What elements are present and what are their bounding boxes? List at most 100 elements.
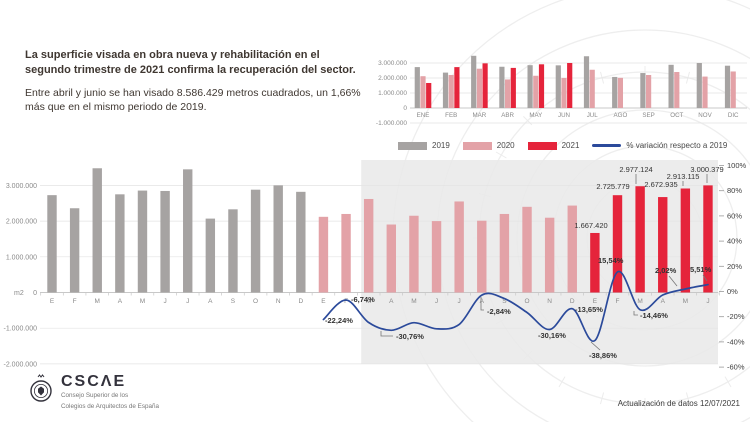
bar-2019-0: [47, 195, 57, 293]
svg-text:40%: 40%: [727, 237, 742, 246]
svg-text:-6,74%: -6,74%: [351, 295, 375, 304]
mini-bar-2019-DIC: [724, 65, 731, 108]
svg-text:3.000.000: 3.000.000: [378, 60, 407, 67]
svg-text:2.000.000: 2.000.000: [6, 219, 37, 226]
svg-text:S: S: [231, 298, 236, 305]
svg-text:A: A: [661, 298, 666, 305]
bar-2019-6: [183, 169, 193, 293]
mini-bar-2020-DIC: [730, 71, 736, 108]
legend-label-0: 2019: [432, 141, 450, 150]
mini-bar-2020-MAY: [533, 75, 539, 108]
legend-item-2: 2021: [527, 141, 580, 150]
cscae-acronym: CSCΛE: [61, 373, 127, 390]
mini-bar-2021-JUN: [567, 62, 573, 108]
bar-2021-3: [658, 197, 668, 293]
svg-text:20%: 20%: [727, 262, 742, 271]
mini-bar-2020-ENE: [420, 76, 426, 108]
mini-bar-2019-AGO: [612, 76, 618, 108]
svg-text:A: A: [118, 298, 123, 305]
svg-text:-13,65%: -13,65%: [575, 305, 603, 314]
bar-2019-11: [296, 191, 306, 293]
bar-2020-5: [431, 221, 442, 293]
bar-2020-11: [567, 205, 577, 293]
legend-item-0: 2019: [398, 141, 450, 150]
svg-text:1.000.000: 1.000.000: [378, 90, 407, 97]
svg-text:2.913.115: 2.913.115: [667, 172, 700, 181]
svg-text:2.977.124: 2.977.124: [619, 165, 652, 174]
bar-2019-8: [228, 209, 238, 293]
legend-label-2: 2021: [561, 141, 580, 150]
legend-label-1: 2020: [496, 141, 515, 150]
mini-bar-2020-MAR: [476, 68, 482, 108]
bar-2021-1: [612, 195, 623, 293]
bar-2019-4: [137, 190, 148, 293]
mini-bar-2021-MAR: [482, 63, 488, 108]
legend-swatch-0: [398, 141, 427, 150]
svg-text:MAR: MAR: [473, 112, 487, 119]
cscae-subtitle-1: Consejo Superior de los: [61, 392, 129, 399]
svg-text:E: E: [321, 298, 326, 305]
mini-bar-2020-ABR: [505, 79, 511, 108]
svg-text:F: F: [616, 298, 620, 305]
svg-text:JUL: JUL: [587, 112, 599, 119]
svg-text:ENE: ENE: [417, 112, 430, 119]
svg-text:JUN: JUN: [558, 112, 570, 119]
legend-swatch-3: [592, 144, 622, 147]
svg-text:0: 0: [403, 105, 407, 112]
mini-bar-2019-JUL: [583, 56, 590, 108]
bar-2019-5: [160, 190, 170, 293]
bar-2020-1: [341, 213, 351, 293]
svg-text:NOV: NOV: [698, 112, 712, 119]
svg-text:DIC: DIC: [728, 112, 739, 119]
svg-text:-1.000.000: -1.000.000: [376, 120, 407, 127]
svg-text:M: M: [95, 298, 100, 305]
svg-text:N: N: [547, 298, 552, 305]
svg-text:J: J: [435, 298, 438, 305]
legend-item-3: % variación respecto a 2019: [592, 141, 727, 150]
svg-text:5,51%: 5,51%: [690, 265, 712, 274]
svg-text:SEP: SEP: [642, 112, 654, 119]
svg-text:m2: m2: [14, 290, 24, 297]
svg-text:-20%: -20%: [727, 312, 745, 321]
svg-text:2,02%: 2,02%: [655, 266, 677, 275]
svg-text:N: N: [276, 298, 281, 305]
mini-bar-2019-ENE: [414, 67, 420, 108]
mini-bar-2019-SEP: [640, 73, 646, 108]
svg-text:A: A: [480, 298, 485, 305]
bar-2020-2: [363, 198, 374, 293]
legend-item-1: 2020: [462, 141, 515, 150]
svg-text:-40%: -40%: [727, 337, 745, 346]
svg-text:FEB: FEB: [445, 112, 457, 119]
intro-block: La superficie visada en obra nueva y reh…: [25, 48, 363, 115]
svg-text:J: J: [163, 298, 166, 305]
svg-text:-22,24%: -22,24%: [325, 316, 353, 325]
svg-text:M: M: [411, 298, 416, 305]
intro-body: Entre abril y junio se han visado 8.586.…: [25, 87, 361, 113]
svg-text:E: E: [50, 298, 55, 305]
svg-text:F: F: [73, 298, 77, 305]
bar-2019-10: [273, 185, 283, 293]
bar-2019-2: [92, 168, 102, 293]
mini-bar-2019-ABR: [499, 66, 505, 108]
mini-bar-2020-FEB: [448, 75, 454, 108]
svg-text:M: M: [140, 298, 145, 305]
svg-text:0: 0: [33, 290, 37, 297]
bar-2020-8: [499, 213, 510, 293]
svg-text:100%: 100%: [727, 161, 747, 170]
mini-bar-2019-FEB: [442, 72, 449, 108]
bar-2020-6: [454, 201, 464, 293]
bar-2020-0: [318, 216, 329, 293]
svg-text:2.725.779: 2.725.779: [596, 182, 629, 191]
svg-text:MAY: MAY: [529, 112, 542, 119]
pct-variation-line: [322, 271, 709, 342]
svg-text:-30,76%: -30,76%: [396, 332, 424, 341]
cscae-seal-icon: [30, 374, 52, 402]
bar-2019-3: [115, 194, 125, 293]
svg-text:-2.000.000: -2.000.000: [4, 361, 38, 368]
svg-text:M: M: [366, 298, 371, 305]
svg-text:2.672.935: 2.672.935: [644, 180, 677, 189]
svg-text:3.000.379: 3.000.379: [690, 165, 723, 174]
svg-text:1.667.420: 1.667.420: [574, 221, 607, 230]
mini-bar-2021-ABR: [510, 67, 516, 108]
bar-2020-10: [544, 217, 555, 293]
